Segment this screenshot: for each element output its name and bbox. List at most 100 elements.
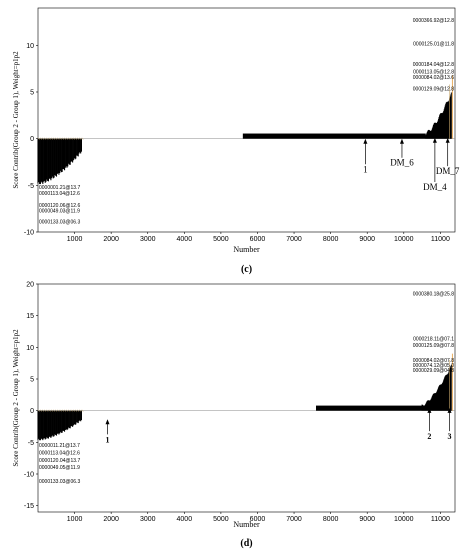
panel-d-noise-stroke: [46, 409, 49, 412]
panel-d-ylabel: Score Contrib(Group 2 - Group 1), Weight…: [12, 329, 20, 467]
panel-c-ytick-label: -10: [24, 230, 34, 237]
panel-d-point-label: 0000011.21@13.7: [39, 443, 80, 449]
panel-c-point-label: 0000184.04@12.8: [413, 62, 454, 68]
panel-d-noise-stroke: [57, 409, 60, 412]
panel-c-annotation-arrowhead: [363, 138, 368, 144]
panel-d-noise-stroke: [37, 409, 40, 412]
panel-c-ytick-label: 5: [30, 90, 34, 97]
panel-c-xtick-label: 6000: [250, 236, 266, 243]
panel-d-frame: [37, 283, 456, 513]
panel-d-noise-stroke: [68, 409, 71, 412]
panel-d-xtick-label: 1000: [67, 516, 83, 523]
panel-c-noise-stroke: [57, 137, 60, 140]
panel-d-xtick-label: 3000: [140, 516, 156, 523]
panel-d-annotation-arrowhead: [447, 407, 452, 413]
panel-d-point-label: 0000120.04@13.7: [39, 458, 80, 464]
panel-c-xtick-label: 1000: [67, 236, 83, 243]
panel-d-point-label: 0000084.02@07.8: [413, 358, 454, 364]
panel-c-annotation-arrowhead: [432, 137, 437, 143]
panel-d-ytick-label: 0: [30, 408, 34, 415]
panel-d-noise-stroke: [53, 409, 56, 412]
panel-d-xtick-label: 7000: [286, 516, 302, 523]
panel-d-xtick-label: 6000: [250, 516, 266, 523]
panel-d-ytick-label: -10: [24, 472, 34, 479]
panel-d-noise-stroke: [72, 409, 75, 412]
panel-c-annotation-label: DM_6: [390, 158, 414, 168]
panel-d-ytick-label: 20: [26, 282, 34, 289]
panel-c-xtick-label: 3000: [140, 236, 156, 243]
panel-d-pos-band: [316, 405, 423, 411]
panel-d-annotation-arrowhead: [105, 419, 110, 425]
panel-d-annotation-arrowhead: [427, 407, 432, 413]
panel-d-annotation-label: 1: [106, 435, 110, 444]
panel-c-noise-stroke: [72, 137, 75, 140]
panel-c-ytick-label: -5: [28, 183, 34, 190]
panel-c-point-label: 0000120.06@12.6: [39, 203, 80, 209]
panel-c-point-label: 0000084.02@13.6: [413, 75, 454, 81]
panel-d-panel-label: (d): [240, 538, 252, 549]
panel-d-noise-stroke: [64, 409, 67, 412]
panel-d-noise-stroke: [39, 409, 42, 412]
panel-d-point-label: 0000074.12@05.0: [413, 363, 454, 369]
panel-c-xlabel: Number: [233, 245, 260, 254]
panel-c-xtick-label: 11000: [431, 236, 450, 243]
panel-d-xtick-label: 10000: [394, 516, 414, 523]
panel-d-xtick-label: 5000: [213, 516, 229, 523]
panel-d-xtick-label: 2000: [103, 516, 119, 523]
panel-c-annotation-label: 1: [363, 164, 368, 174]
panel-c-point-label: 0000133.03@06.3: [39, 220, 80, 226]
panel-c-noise-stroke: [55, 137, 58, 140]
panel-d-xtick-label: 8000: [323, 516, 339, 523]
panel-d-noise-stroke: [81, 409, 84, 412]
panel-c-point-label: 0000049.03@11.9: [39, 209, 80, 215]
panel-d-noise-stroke: [75, 409, 77, 412]
panel-c-point-label: 0000366.92@12.8: [413, 18, 454, 24]
panel-d-ytick-label: -15: [24, 503, 34, 510]
panel-c-noise-stroke: [37, 137, 40, 140]
panel-c-point-label: 0000001.21@13.7: [39, 185, 80, 191]
panel-d-noise-stroke: [61, 409, 64, 412]
panel-c-point-label: 0000129.09@12.8: [413, 86, 454, 92]
panel-c-xtick-label: 5000: [213, 236, 229, 243]
panel-c-point-label: 0000125.01@11.8: [413, 41, 454, 47]
panel-d-noise-stroke: [59, 409, 62, 412]
panel-c-noise-stroke: [66, 137, 69, 140]
panel-c-annotation-arrowhead: [445, 137, 450, 143]
panel-d-point-label: 0000029.09@04.8: [413, 368, 454, 374]
panel-d-point-label: 0000049.05@11.9: [39, 465, 80, 471]
panel-d-ytick-label: 5: [30, 377, 34, 384]
panel-c-frame: [37, 7, 456, 233]
panel-c-noise-stroke: [48, 137, 51, 140]
panel-c-pos-band: [242, 133, 426, 139]
panel-c-ytick-label: 0: [30, 136, 34, 143]
panel-c-xtick-label: 8000: [323, 236, 339, 243]
panel-c-annotation-label: DM_7: [436, 166, 460, 176]
panel-c-xtick-label: 4000: [177, 236, 193, 243]
panel-d-noise-stroke: [66, 409, 69, 412]
panel-c-group: -10 -5 0 5 10 1000 2000 3000 4000 5000 6000 7000 800…: [12, 7, 460, 275]
panel-c-noise-stroke: [50, 137, 53, 140]
panel-d-noise-stroke: [44, 409, 47, 412]
panel-c-point-label: 0000113.05@12.8: [413, 69, 454, 75]
panel-d-xtick-label: 4000: [177, 516, 193, 523]
panel-d-point-label: 0000133.03@06.3: [39, 479, 80, 485]
panel-d-xtick-label: 11000: [431, 516, 450, 523]
panel-d-ytick-label: 15: [26, 313, 34, 320]
panel-c-noise-stroke: [39, 137, 42, 140]
panel-d-noise-stroke: [42, 409, 45, 412]
panel-d-xlabel: Number: [233, 520, 260, 529]
panel-c-noise-stroke: [70, 137, 73, 140]
panel-d-point-label: 0000113.04@12.6: [39, 450, 80, 456]
panel-c-noise-stroke: [75, 137, 77, 140]
panel-d-xtick-label: 9000: [359, 516, 375, 523]
panel-c-xtick-label: 2000: [103, 236, 119, 243]
panel-d-point-label: 0000218.11@07.1: [413, 336, 454, 342]
panel-c-noise-stroke: [81, 137, 84, 140]
panel-c-noise-stroke: [64, 137, 67, 140]
panel-c-noise-stroke: [46, 137, 49, 140]
panel-d-group: -15 -10 -5 0 5 10 15 20 1000 2000 3000 4000 5000 6000…: [12, 282, 456, 549]
panel-c-noise-stroke: [53, 137, 56, 140]
panel-c-noise-stroke: [79, 137, 82, 140]
panel-c-noise-stroke: [44, 137, 47, 140]
panel-c-ylabel: Score Contrib(Group 2 - Group 1), Weight…: [12, 51, 20, 189]
